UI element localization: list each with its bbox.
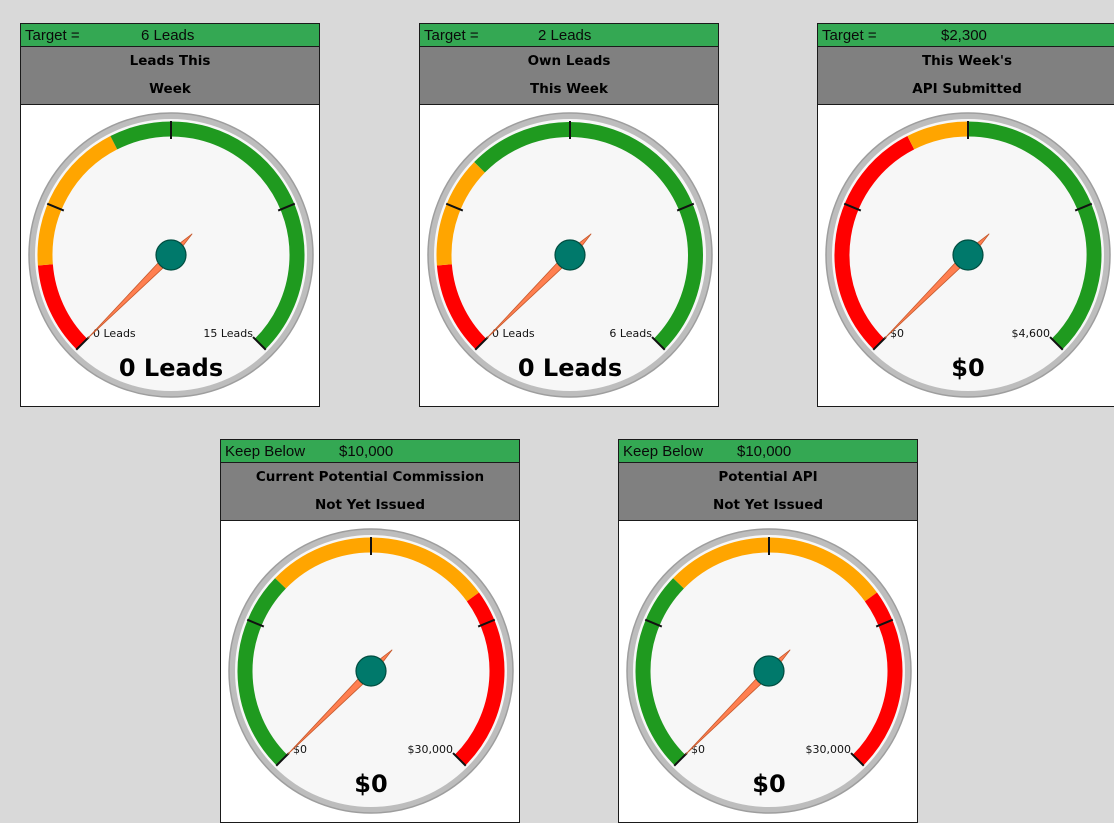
gauge-min-label: 0 Leads [93, 327, 136, 340]
title-line-2: Not Yet Issued [712, 497, 824, 513]
gauge-tick [1074, 202, 1093, 212]
title-line-1: Potential API [718, 469, 818, 485]
card-header: Keep Below $10,000 [618, 439, 918, 463]
gauge-tick [477, 618, 496, 628]
gauge-card-potential-commission: Keep Below $10,000 Current Potential Com… [220, 439, 520, 823]
gauge-dial: $0 $30,000 $0 [626, 528, 912, 814]
gauge-tick [246, 618, 265, 628]
gauge-body: 0 Leads 6 Leads 0 Leads [419, 105, 719, 407]
gauge-tick [445, 202, 464, 212]
header-label: Target = [424, 27, 479, 44]
gauge-band-orange [275, 537, 480, 602]
gauge-hub [952, 239, 984, 271]
gauge-tick [46, 202, 65, 212]
card-title: Own Leads This Week [419, 47, 719, 105]
gauge-band-green [110, 121, 305, 350]
gauge-hub [155, 239, 187, 271]
title-line-2: API Submitted [912, 81, 1022, 97]
gauge-card-potential-api: Keep Below $10,000 Potential API Not Yet… [618, 439, 918, 823]
gauge-band-orange [436, 162, 486, 266]
gauge-card-own-leads-this-week: Target = 2 Leads Own Leads This Week 0 L… [419, 23, 719, 407]
gauge-tick [651, 336, 666, 351]
gauge-min-label: 0 Leads [492, 327, 535, 340]
gauge-band-red [454, 592, 505, 766]
card-header: Target = 2 Leads [419, 23, 719, 47]
gauge-tick [872, 336, 887, 351]
gauge-value: $0 [354, 770, 387, 798]
gauge-tick [275, 752, 290, 767]
gauge-max-label: $30,000 [806, 743, 852, 756]
gauge-max-label: 15 Leads [203, 327, 253, 340]
gauge-tick [644, 618, 663, 628]
gauge-hub [753, 655, 785, 687]
gauge-tick [676, 202, 695, 212]
title-line-1: Current Potential Commission [255, 469, 485, 485]
gauge-body: $0 $4,600 $0 [817, 105, 1114, 407]
gauge-band-green [237, 578, 288, 766]
gauge-hub [355, 655, 387, 687]
title-line-2: Not Yet Issued [314, 497, 426, 513]
gauge-tick [875, 618, 894, 628]
gauge-dial: 0 Leads 6 Leads 0 Leads [427, 112, 713, 398]
card-header: Target = 6 Leads [20, 23, 320, 47]
header-label: Target = [25, 27, 80, 44]
gauge-band-green [474, 122, 703, 350]
gauge-band-red [436, 264, 487, 350]
card-title: Leads This Week [20, 47, 320, 105]
title-line-1: Leads This [129, 53, 211, 69]
gauge-band-orange [907, 121, 969, 150]
card-title: Potential API Not Yet Issued [618, 463, 918, 521]
gauge-value: $0 [752, 770, 785, 798]
gauge-body: 0 Leads 15 Leads 0 Leads [20, 105, 320, 407]
header-label: Keep Below [623, 443, 704, 460]
gauge-band-red [37, 264, 88, 350]
gauge-min-label: $0 [293, 743, 307, 756]
gauge-tick [75, 336, 90, 351]
card-title: This Week's API Submitted [817, 47, 1114, 105]
gauge-card-api-submitted: Target = $2,300 This Week's API Submitte… [817, 23, 1114, 407]
header-value: $2,300 [941, 27, 987, 44]
gauge-band-green [635, 578, 686, 766]
gauge-tick [277, 202, 296, 212]
gauge-tick [474, 336, 489, 351]
title-line-1: Own Leads [527, 53, 611, 69]
gauge-body: $0 $30,000 $0 [618, 521, 918, 823]
gauge-value: $0 [951, 354, 984, 382]
header-value: 6 Leads [141, 27, 195, 44]
gauge-band-orange [37, 136, 118, 266]
gauge-band-red [852, 592, 903, 766]
header-value: $10,000 [339, 443, 394, 460]
title-line-1: This Week's [921, 53, 1013, 69]
gauge-max-label: $4,600 [1012, 327, 1051, 340]
gauge-band-orange [673, 537, 878, 602]
gauge-tick [843, 202, 862, 212]
gauge-max-label: $30,000 [408, 743, 454, 756]
gauge-dial: 0 Leads 15 Leads 0 Leads [28, 112, 314, 398]
title-line-2: Week [149, 81, 191, 97]
card-title: Current Potential Commission Not Yet Iss… [220, 463, 520, 521]
gauge-dial: $0 $30,000 $0 [228, 528, 514, 814]
gauge-tick [252, 336, 267, 351]
gauge-min-label: $0 [890, 327, 904, 340]
gauge-tick [673, 752, 688, 767]
gauge-tick [1049, 336, 1064, 351]
gauge-value: 0 Leads [119, 354, 223, 382]
gauge-tick [850, 752, 865, 767]
gauge-band-red [834, 136, 915, 350]
gauge-min-label: $0 [691, 743, 705, 756]
gauge-card-leads-this-week: Target = 6 Leads Leads This Week 0 Leads… [20, 23, 320, 407]
gauge-value: 0 Leads [518, 354, 622, 382]
gauge-dial: $0 $4,600 $0 [825, 112, 1111, 398]
header-value: $10,000 [737, 443, 792, 460]
gauge-body: $0 $30,000 $0 [220, 521, 520, 823]
header-label: Target = [822, 27, 877, 44]
gauge-hub [554, 239, 586, 271]
card-header: Target = $2,300 [817, 23, 1114, 47]
title-line-2: This Week [530, 81, 608, 97]
header-value: 2 Leads [538, 27, 592, 44]
card-header: Keep Below $10,000 [220, 439, 520, 463]
header-label: Keep Below [225, 443, 306, 460]
gauge-tick [452, 752, 467, 767]
gauge-max-label: 6 Leads [609, 327, 652, 340]
